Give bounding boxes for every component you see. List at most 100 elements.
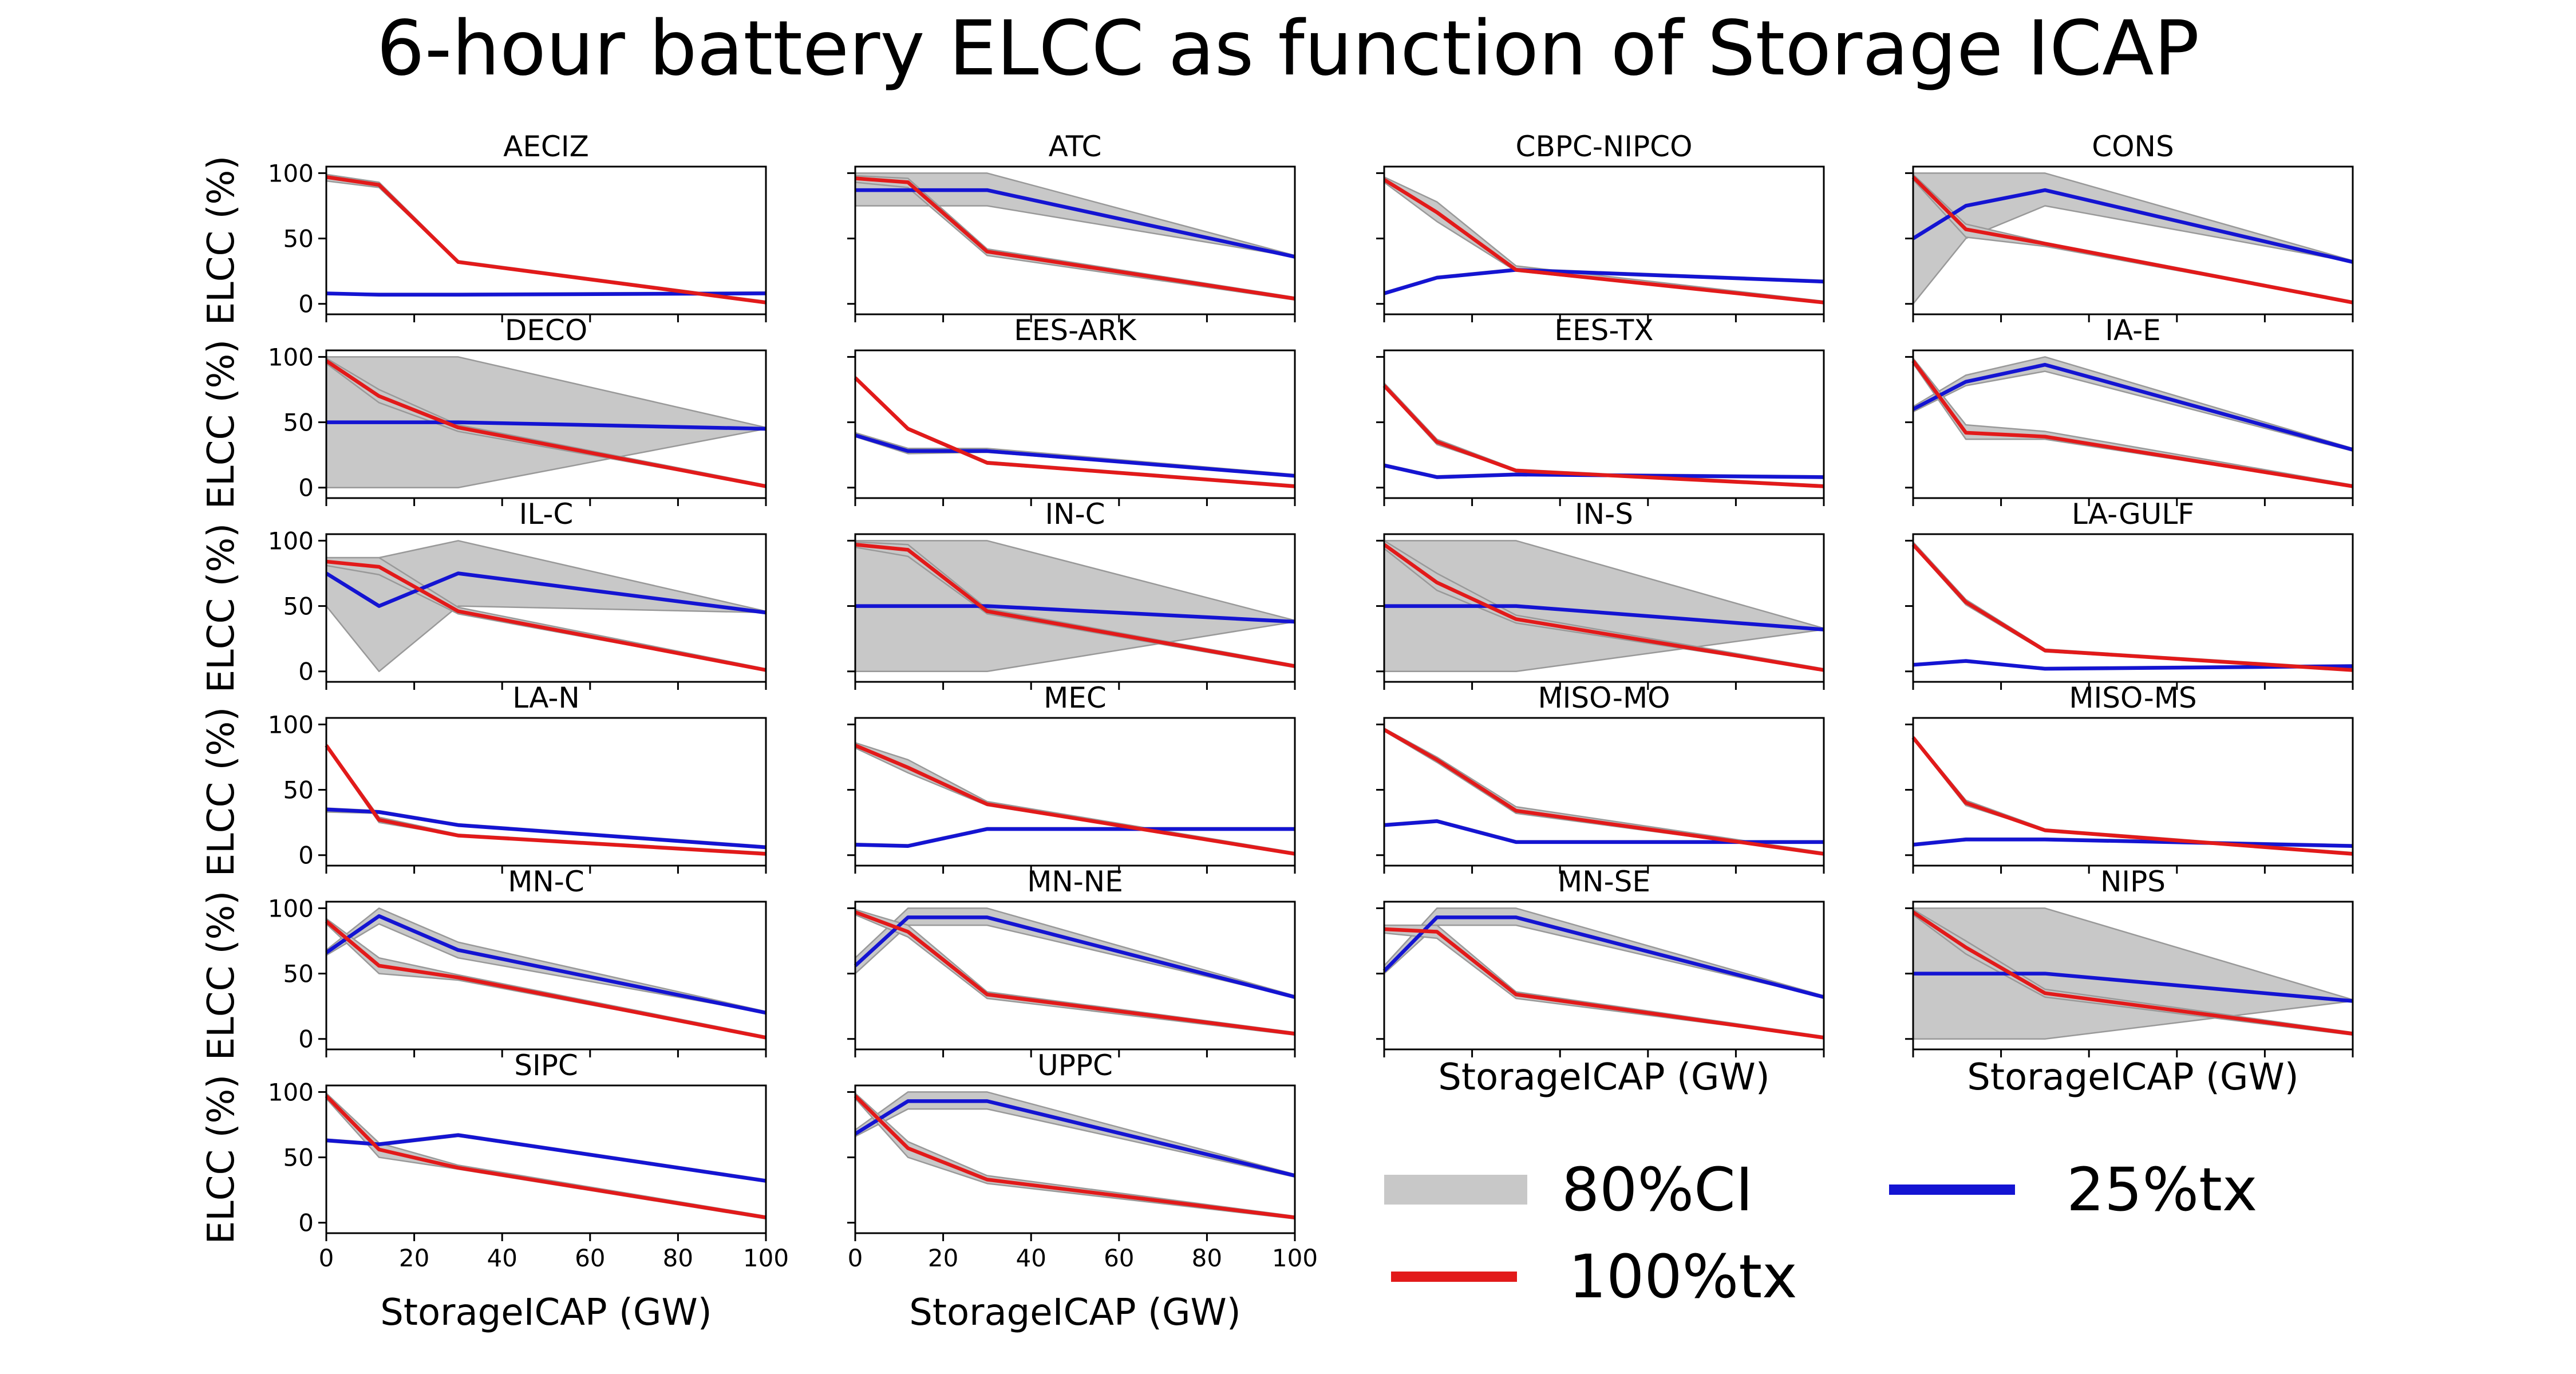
axes-frame (1912, 165, 2354, 315)
axes-frame (325, 901, 767, 1051)
series-line-100tx (854, 743, 1295, 856)
subplot-mn-ne: MN-NE (847, 865, 1296, 1057)
x-tick-label: 100 (743, 1244, 789, 1272)
x-axis-label: StorageICAP (GW) (1438, 1056, 1770, 1099)
y-tick-label: 50 (283, 225, 314, 253)
subplot-in-c: IN-C (847, 498, 1296, 690)
subplot-title: AECIZ (503, 130, 589, 163)
x-tick-label: 20 (399, 1244, 429, 1272)
series-line-100tx (855, 176, 1295, 301)
subplot-title: MISO-MO (1538, 681, 1670, 714)
ci-band-100tx (854, 742, 1296, 855)
series-line-100tx (1383, 728, 1824, 856)
axes-frame (854, 533, 1296, 683)
subplot-ia-e: IA-E (1905, 314, 2354, 506)
series-line-100tx (325, 359, 767, 488)
y-tick-label: 0 (298, 1209, 314, 1237)
legend-swatch-80ci (1384, 1175, 1527, 1205)
axes-frame (325, 349, 767, 499)
subplot-sipc: 0 50 100 0 20 40 60 80 100 SIPC ELCC (%) StorageICA… (200, 1049, 789, 1334)
series-line-100tx (1383, 543, 1824, 672)
ci-band-25tx (854, 907, 1296, 998)
subplot-title: LA-N (512, 681, 580, 714)
subplot-title: CBPC-NIPCO (1516, 130, 1693, 163)
subplot-mec: MEC (847, 681, 1296, 874)
x-axis-label: StorageICAP (GW) (909, 1292, 1241, 1334)
x-tick-label: 40 (487, 1244, 517, 1272)
subplot-title: MISO-MS (2069, 681, 2196, 714)
series-line-25tx (1384, 819, 1824, 844)
x-tick-label: 80 (1192, 1244, 1222, 1272)
series-line-100tx (854, 1094, 1295, 1219)
x-axis-label: StorageICAP (GW) (1967, 1056, 2299, 1099)
subplot-nips: NIPS StorageICAP (GW) (1905, 865, 2354, 1099)
axes-frame (1383, 533, 1825, 683)
series-line-25tx (854, 1099, 1295, 1178)
x-tick-label: 60 (1104, 1244, 1134, 1272)
axes-frame (1912, 349, 2354, 499)
axes-frame (1912, 717, 2354, 867)
axes-frame (854, 1084, 1296, 1234)
y-tick-label: 0 (298, 1025, 314, 1053)
subplot-title: IA-E (2105, 314, 2161, 347)
legend-label-tx25: 25%tx (2067, 1155, 2257, 1225)
axes-frame (325, 533, 767, 683)
series-line-25tx (1384, 604, 1824, 631)
ci-band-100tx (1383, 382, 1825, 487)
subplot-grid: 0 50 100 AECIZ ELCC (%) ATC CBPC-NIPCO CONS 0 50 1… (200, 130, 2354, 1334)
x-tick-label: 40 (1016, 1244, 1046, 1272)
ci-band-25tx (854, 1091, 1296, 1178)
axes-frame (325, 1084, 767, 1234)
series-line-25tx (326, 1133, 767, 1183)
subplot-title: CONS (2092, 130, 2174, 163)
series-line-25tx (326, 420, 767, 431)
y-axis-label: ELCC (%) (200, 891, 243, 1061)
y-tick-label: 0 (298, 842, 314, 870)
subplot-title: MN-NE (1027, 865, 1123, 898)
series-line-100tx (1911, 175, 2353, 305)
legend-label-ci: 80%CI (1562, 1155, 1753, 1225)
y-tick-label: 50 (283, 1144, 314, 1172)
subplot-mn-c: 0 50 100 MN-C ELCC (%) (200, 865, 767, 1061)
subplot-la-gulf: LA-GULF (1905, 498, 2354, 690)
axes-frame (854, 165, 1296, 315)
subplot-title: IL-C (519, 498, 574, 531)
axes-frame (1912, 533, 2354, 683)
subplot-ees-tx: EES-TX (1376, 314, 1825, 506)
y-axis-label: ELCC (%) (200, 523, 243, 693)
axes-frame (1383, 717, 1825, 867)
y-tick-label: 0 (298, 658, 314, 686)
subplot-miso-mo: MISO-MO (1376, 681, 1825, 874)
x-tick-label: 0 (319, 1244, 334, 1272)
subplot-miso-ms: MISO-MS (1905, 681, 2354, 874)
y-tick-label: 100 (268, 1078, 314, 1106)
subplot-aeciz: 0 50 100 AECIZ ELCC (%) (200, 130, 767, 325)
ci-band-100tx (325, 743, 767, 855)
series-line-100tx (1382, 384, 1824, 488)
y-tick-label: 50 (283, 776, 314, 804)
subplot-la-n: 0 50 100 LA-N ELCC (%) (200, 681, 767, 876)
subplot-title: EES-TX (1554, 314, 1653, 347)
series-line-25tx (855, 433, 1295, 478)
x-axis-label: StorageICAP (GW) (380, 1292, 712, 1334)
x-tick-label: 0 (848, 1244, 863, 1272)
series-line-25tx (1913, 972, 2353, 1003)
series-line-100tx (855, 543, 1295, 668)
subplot-ees-ark: EES-ARK (847, 314, 1296, 506)
subplot-mn-se: MN-SE StorageICAP (GW) (1376, 865, 1825, 1099)
ci-band-100tx (854, 909, 1296, 1036)
series-line-25tx (854, 915, 1295, 999)
subplot-title: NIPS (2100, 865, 2166, 898)
ci-band-100tx (1383, 176, 1825, 303)
x-tick-label: 60 (575, 1244, 605, 1272)
series-line-100tx (854, 910, 1295, 1036)
x-tick-label: 80 (663, 1244, 693, 1272)
axes-frame (325, 717, 767, 867)
series-line-25tx (1913, 659, 2353, 671)
y-tick-label: 100 (268, 159, 314, 187)
subplot-uppc: 0 20 40 60 80 100 UPPC StorageICAP (GW) (847, 1049, 1318, 1334)
series-line-100tx (1384, 927, 1824, 1040)
series-line-100tx (325, 744, 767, 856)
series-line-25tx (326, 807, 767, 850)
series-line-100tx (1911, 360, 2353, 488)
